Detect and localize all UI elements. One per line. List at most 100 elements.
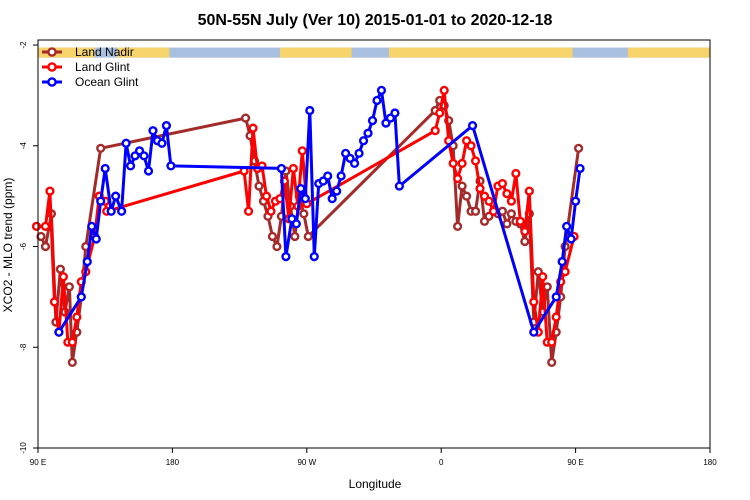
- x-tick-label-3: 0: [439, 458, 444, 467]
- strip-land-2: [279, 47, 352, 58]
- x-tick-label-2: 90 W: [297, 458, 316, 467]
- point-1-5: [58, 272, 68, 282]
- strip-land-3: [388, 47, 573, 58]
- point-1-50: [520, 226, 530, 237]
- point-0-1: [40, 241, 51, 252]
- point-1-42: [484, 196, 494, 206]
- point-2-5: [96, 196, 106, 206]
- point-2-8: [111, 191, 121, 201]
- point-1-20: [261, 191, 272, 201]
- point-2-32: [327, 194, 337, 204]
- point-2-54: [570, 196, 581, 206]
- point-0-6: [64, 282, 74, 292]
- point-2-38: [354, 148, 364, 158]
- point-2-0: [54, 327, 64, 337]
- strip-land-4: [627, 47, 710, 58]
- y-tick-label-3: -8: [19, 343, 28, 351]
- point-2-43: [376, 85, 387, 95]
- point-1-8: [72, 312, 82, 322]
- point-0-36: [470, 206, 481, 216]
- point-0-34: [461, 191, 472, 201]
- point-2-42: [372, 95, 382, 106]
- point-2-18: [157, 138, 167, 148]
- point-0-57: [573, 143, 584, 153]
- point-0-11: [96, 143, 106, 153]
- point-2-7: [106, 206, 116, 216]
- point-1-47: [506, 196, 516, 206]
- legend-label-0: Land Nadir: [75, 45, 134, 59]
- point-1-32: [439, 85, 449, 95]
- point-0-15: [254, 181, 264, 191]
- point-2-49: [529, 327, 539, 337]
- point-2-50: [551, 292, 561, 302]
- strip-land-1: [117, 47, 170, 58]
- point-2-25: [296, 183, 306, 194]
- x-tick-label-4: 90 E: [567, 458, 583, 467]
- point-1-39: [470, 156, 481, 166]
- legend-marker-0: [47, 47, 57, 57]
- point-1-36: [457, 158, 467, 169]
- strip-land-0: [38, 47, 95, 58]
- point-0-47: [520, 236, 530, 247]
- point-2-1: [76, 292, 86, 302]
- y-axis-label: XCO2 - MLO trend (ppm): [1, 178, 15, 313]
- point-0-19: [272, 241, 282, 252]
- point-2-47: [394, 181, 404, 191]
- point-2-19: [161, 121, 172, 131]
- point-1-38: [466, 141, 476, 151]
- legend-marker-1: [47, 62, 57, 72]
- x-axis-label: Longitude: [349, 477, 402, 491]
- point-1-57: [551, 312, 561, 322]
- point-2-26: [300, 194, 310, 204]
- point-1-34: [448, 158, 458, 169]
- point-2-52: [562, 221, 572, 231]
- x-tick-label-0: 90 E: [30, 458, 46, 467]
- point-2-9: [117, 206, 127, 216]
- point-2-28: [309, 251, 319, 262]
- point-1-52: [529, 297, 539, 307]
- point-1-45: [497, 178, 508, 189]
- x-axis-ticks: 90 E 180 90 W 0 90 E 180: [30, 448, 717, 467]
- point-2-33: [332, 186, 342, 196]
- point-0-53: [547, 357, 557, 367]
- point-0-7: [67, 357, 77, 367]
- point-2-15: [143, 166, 154, 176]
- point-1-26: [288, 163, 298, 174]
- point-2-41: [367, 115, 378, 126]
- point-0-18: [267, 231, 278, 242]
- legend-marker-2: [47, 77, 57, 87]
- y-tick-label-0: -2: [19, 41, 28, 49]
- y-tick-label-2: -6: [19, 242, 28, 250]
- point-2-27: [305, 105, 315, 116]
- point-1-54: [538, 272, 548, 282]
- point-2-40: [363, 128, 373, 138]
- point-1-0: [31, 221, 42, 231]
- point-2-37: [349, 158, 360, 169]
- point-2-46: [390, 108, 400, 118]
- point-1-31: [435, 108, 445, 118]
- series-layer: [31, 85, 585, 367]
- point-2-48: [467, 121, 478, 131]
- point-1-40: [475, 183, 485, 194]
- point-1-48: [511, 168, 521, 179]
- point-2-53: [566, 234, 576, 244]
- point-2-21: [276, 163, 287, 174]
- point-2-6: [100, 163, 110, 174]
- point-2-14: [139, 151, 149, 161]
- point-0-26: [303, 231, 313, 242]
- point-2-55: [575, 163, 585, 174]
- point-0-0: [36, 231, 46, 242]
- point-1-16: [243, 206, 254, 216]
- point-2-24: [291, 219, 301, 229]
- plot-frame: [37, 39, 711, 449]
- point-2-3: [87, 221, 97, 231]
- point-1-35: [453, 173, 463, 184]
- point-2-34: [336, 171, 346, 181]
- y-tick-label-1: -4: [19, 142, 28, 150]
- point-2-4: [91, 234, 101, 244]
- y-axis-ticks: -2 -4 -6 -8 -10: [19, 41, 38, 454]
- point-1-7: [67, 337, 77, 347]
- x-tick-label-1: 180: [166, 458, 180, 467]
- point-1-30: [430, 126, 440, 136]
